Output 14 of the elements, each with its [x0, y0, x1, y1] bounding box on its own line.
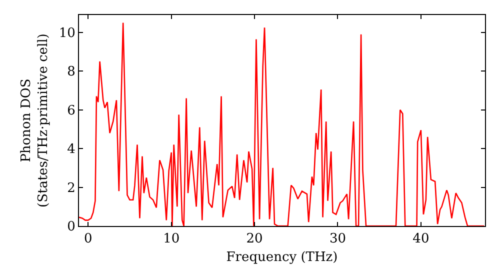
x-tick-label: 40 — [412, 232, 430, 247]
y-tick-label: 2 — [67, 180, 76, 196]
y-tick-label: 8 — [67, 64, 76, 80]
y-tick-label: 10 — [58, 26, 76, 41]
x-tick-label: 30 — [329, 232, 346, 247]
x-tick-label: 0 — [84, 232, 92, 247]
y-tick-label: 6 — [67, 103, 76, 118]
x-axis-title: Frequency (THz) — [226, 250, 338, 266]
y-tick-label: 0 — [67, 220, 76, 235]
line-series — [79, 22, 485, 226]
y-tick-label: 4 — [67, 142, 76, 158]
x-tick-label: 10 — [163, 232, 180, 247]
y-axis-title: Phonon DOS (States/THz·primitive cell) — [18, 33, 51, 208]
x-tick-label: 20 — [246, 232, 263, 247]
